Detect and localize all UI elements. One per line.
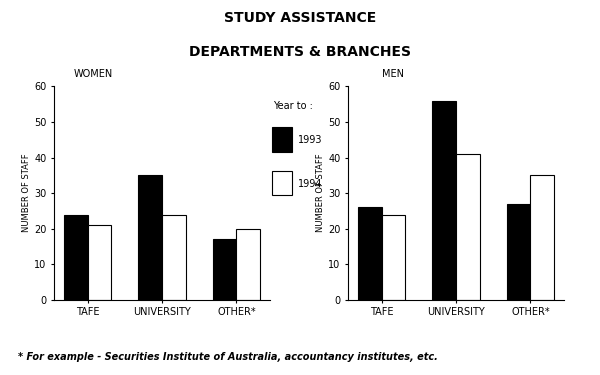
Bar (212, 240, 236, 300)
Bar (456, 154, 480, 300)
Bar (162, 214, 186, 300)
Y-axis label: NUMBER OF STAFF: NUMBER OF STAFF (22, 154, 31, 232)
Text: STUDY ASSISTANCE: STUDY ASSISTANCE (224, 11, 376, 25)
FancyBboxPatch shape (272, 127, 292, 152)
Text: Year to :: Year to : (273, 101, 313, 111)
Text: 1994: 1994 (298, 178, 322, 189)
Bar (506, 204, 530, 300)
Text: WOMEN: WOMEN (73, 69, 113, 79)
Text: DEPARTMENTS & BRANCHES: DEPARTMENTS & BRANCHES (189, 45, 411, 59)
Bar (236, 229, 260, 300)
Bar (382, 214, 406, 300)
Bar (138, 176, 162, 300)
Text: * For example - Securities Institute of Australia, accountancy institutes, etc.: * For example - Securities Institute of … (18, 352, 438, 362)
Bar (530, 176, 554, 300)
Bar (64, 214, 88, 300)
Y-axis label: NUMBER OF STAFF: NUMBER OF STAFF (316, 154, 325, 232)
Text: MEN: MEN (382, 69, 404, 79)
Bar (432, 100, 456, 300)
Bar (88, 225, 112, 300)
Bar (358, 207, 382, 300)
FancyBboxPatch shape (272, 171, 292, 195)
Text: 1993: 1993 (298, 135, 322, 145)
